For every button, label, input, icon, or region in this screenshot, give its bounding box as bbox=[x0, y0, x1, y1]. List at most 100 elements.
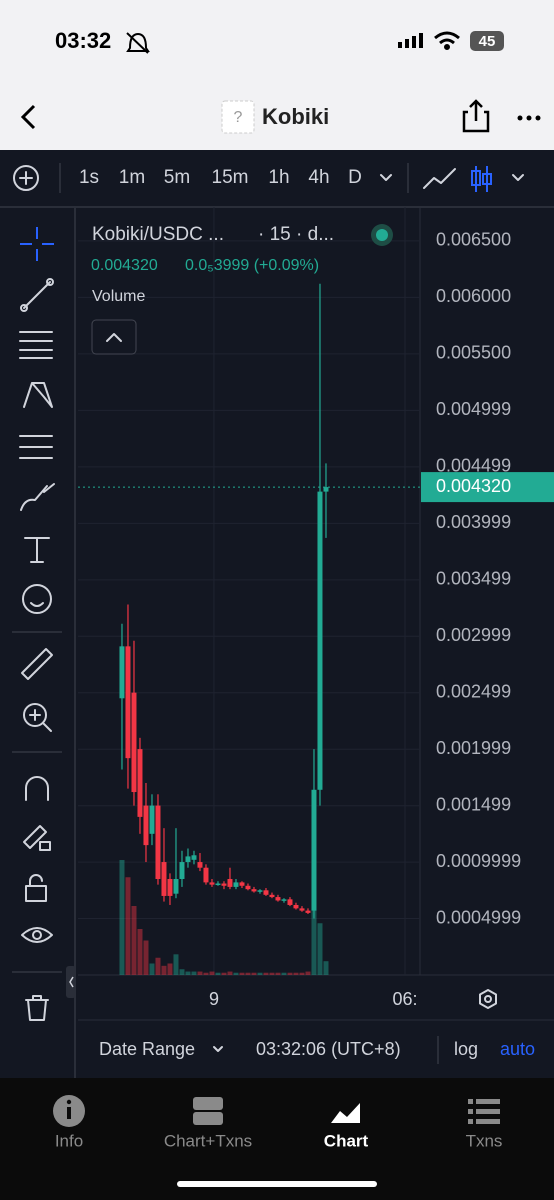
trend-line-tool[interactable] bbox=[20, 278, 54, 312]
lock-tool[interactable] bbox=[25, 874, 47, 902]
volume-bar bbox=[131, 906, 137, 975]
tab-label[interactable]: Chart+Txns bbox=[164, 1131, 252, 1150]
collapse-arrow bbox=[106, 333, 122, 342]
last-price-box bbox=[421, 472, 554, 503]
mute-icon bbox=[126, 32, 150, 54]
interval-button[interactable]: 1s bbox=[79, 167, 99, 188]
interval-button[interactable]: 1h bbox=[268, 167, 289, 188]
line-chart-button[interactable] bbox=[423, 168, 456, 189]
settings-button[interactable] bbox=[479, 989, 497, 1009]
pattern-tool[interactable] bbox=[23, 382, 53, 408]
info-icon bbox=[53, 1095, 85, 1127]
legend-collapse-button[interactable] bbox=[91, 319, 137, 355]
candle-body bbox=[263, 890, 269, 895]
date-range-button[interactable]: Date Range bbox=[99, 1039, 195, 1059]
candle-body bbox=[137, 749, 143, 817]
chart-txns-icon bbox=[193, 1097, 223, 1125]
volume-bar bbox=[293, 972, 299, 975]
collapse-tools-button[interactable] bbox=[66, 966, 76, 998]
volume-bar bbox=[269, 972, 275, 975]
interval-button[interactable]: 1m bbox=[119, 167, 145, 188]
x-tick-label: 9 bbox=[209, 989, 219, 1009]
auto-toggle[interactable]: auto bbox=[500, 1039, 535, 1059]
volume-bar bbox=[233, 972, 239, 975]
volume-bar bbox=[299, 972, 305, 975]
back-button[interactable] bbox=[20, 104, 36, 130]
chart-type-dropdown[interactable] bbox=[512, 174, 524, 181]
candle-body bbox=[191, 855, 197, 860]
visibility-tool[interactable] bbox=[21, 927, 53, 943]
tab-label[interactable]: Info bbox=[55, 1131, 83, 1150]
measure-tool[interactable] bbox=[21, 648, 53, 680]
volume-bar bbox=[275, 972, 281, 975]
prediction-tool[interactable] bbox=[19, 435, 53, 459]
volume-bar bbox=[317, 923, 323, 975]
y-tick-label: 0.004499 bbox=[436, 456, 511, 476]
y-tick-label: 0.003999 bbox=[436, 512, 511, 532]
fib-tool[interactable] bbox=[19, 331, 53, 359]
volume-bar bbox=[221, 972, 227, 975]
date-range-arrow bbox=[213, 1046, 223, 1052]
y-tick-label: 0.006500 bbox=[436, 230, 511, 250]
volume-bar bbox=[197, 971, 203, 975]
status-dot bbox=[376, 229, 388, 241]
zoom-tool[interactable] bbox=[23, 703, 52, 732]
candle-body bbox=[317, 491, 323, 790]
volume-bar bbox=[257, 972, 263, 975]
candle-body bbox=[149, 805, 155, 834]
candle-body bbox=[215, 883, 221, 886]
text-tool[interactable] bbox=[24, 537, 50, 563]
collapse-arrow bbox=[69, 976, 74, 988]
volume-bar bbox=[245, 972, 251, 975]
emoji-tool[interactable] bbox=[22, 584, 52, 614]
candle-body bbox=[173, 879, 179, 894]
wifi-icon bbox=[434, 31, 460, 50]
candle-body bbox=[257, 890, 263, 892]
volume-bar bbox=[179, 969, 185, 975]
top-background bbox=[0, 0, 554, 150]
candle-body bbox=[221, 883, 227, 886]
candle-body bbox=[143, 805, 149, 846]
tab-label[interactable]: Chart bbox=[324, 1131, 369, 1150]
legend-price: 0.004320 bbox=[91, 257, 158, 274]
candle-chart-button[interactable] bbox=[471, 166, 492, 192]
volume-bar bbox=[161, 965, 167, 975]
volume-bar bbox=[125, 877, 131, 975]
volume-bar bbox=[149, 963, 155, 975]
share-button[interactable] bbox=[462, 99, 490, 133]
volume-label: Volume bbox=[92, 288, 145, 305]
interval-button[interactable]: 4h bbox=[308, 167, 329, 188]
lock-drawing-tool[interactable] bbox=[23, 825, 51, 851]
brush-tool[interactable] bbox=[20, 483, 55, 511]
add-indicator-button[interactable] bbox=[13, 165, 39, 191]
volume-bar bbox=[137, 929, 143, 975]
chart-interval: · 15 · d... bbox=[258, 224, 334, 245]
interval-dropdown[interactable] bbox=[380, 174, 392, 181]
y-tick-label: 0.005500 bbox=[436, 343, 511, 363]
page-title: Kobiki bbox=[262, 104, 329, 129]
candle-body bbox=[119, 646, 125, 699]
candle-body bbox=[251, 889, 257, 892]
y-tick-label: 0.002499 bbox=[436, 682, 511, 702]
interval-button[interactable]: 5m bbox=[164, 167, 190, 188]
volume-bar bbox=[251, 972, 257, 975]
tab-label[interactable]: Txns bbox=[466, 1131, 503, 1150]
interval-button[interactable]: 15m bbox=[212, 167, 249, 188]
legend-change: 0.0₅3999 (+0.09%) bbox=[185, 257, 319, 274]
candle-body bbox=[305, 910, 311, 913]
interval-button[interactable]: D bbox=[348, 167, 362, 188]
crosshair-tool[interactable] bbox=[20, 227, 54, 261]
candle-body bbox=[179, 862, 185, 879]
log-toggle[interactable]: log bbox=[454, 1039, 478, 1059]
volume-bar bbox=[239, 972, 245, 975]
magnet-tool[interactable] bbox=[25, 776, 49, 801]
volume-bar bbox=[281, 972, 287, 975]
volume-bar bbox=[155, 957, 161, 975]
candle-body bbox=[239, 882, 245, 886]
more-button[interactable] bbox=[517, 115, 541, 121]
delete-tool[interactable] bbox=[25, 995, 49, 1021]
candle-body bbox=[209, 882, 215, 885]
txns-icon bbox=[468, 1099, 500, 1124]
